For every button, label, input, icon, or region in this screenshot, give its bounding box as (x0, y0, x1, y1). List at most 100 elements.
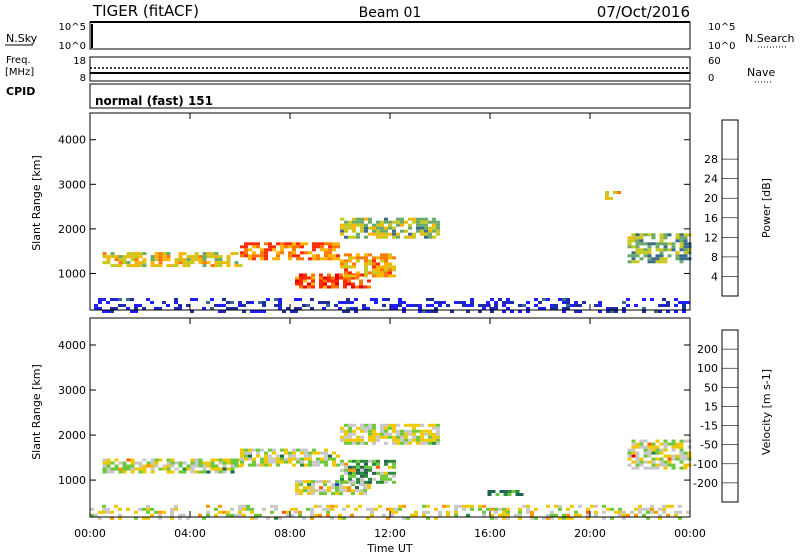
echo-cell (422, 510, 426, 514)
echo-cell (663, 439, 668, 443)
echo-cell (348, 426, 352, 430)
echo-cell (244, 457, 248, 461)
echo-cell (158, 255, 163, 259)
echo-cell (344, 468, 348, 472)
freq-tick-bottom: 8 (80, 73, 86, 84)
echo-cell (234, 264, 239, 268)
echo-cell (482, 304, 486, 307)
echo-cell (350, 307, 354, 310)
echo-cell (667, 460, 672, 464)
echo-cell (106, 464, 111, 468)
echo-cell (150, 255, 155, 259)
echo-cell (335, 273, 339, 277)
echo-cell (158, 261, 163, 265)
echo-cell (166, 461, 171, 465)
echo-cell (299, 282, 303, 286)
echo-cell (635, 454, 640, 458)
echo-region (487, 490, 524, 496)
echo-cell (368, 438, 372, 442)
echo-cell (312, 448, 316, 452)
echo-cell (398, 507, 402, 511)
echo-region (627, 439, 692, 470)
echo-cell (303, 486, 307, 490)
echo-cell (550, 513, 554, 517)
echo-cell (274, 516, 278, 520)
echo-cell (360, 477, 364, 481)
echo-cell (126, 507, 130, 511)
x-tick-label: 12:00 (374, 527, 406, 540)
echo-cell (386, 298, 390, 301)
echo-cell (138, 304, 142, 307)
echo-cell (260, 457, 264, 461)
echo-cell (494, 507, 498, 511)
echo-cell (242, 507, 246, 511)
echo-cell (368, 217, 372, 221)
echo-cell (388, 220, 392, 224)
echo-cell (515, 490, 520, 493)
colorbar-tick-label: 50 (704, 381, 718, 394)
echo-cell (470, 304, 474, 307)
echo-cell (110, 264, 115, 268)
echo-cell (679, 242, 684, 246)
echo-cell (655, 257, 660, 261)
echo-cell (384, 259, 388, 263)
echo-cell (390, 507, 394, 511)
echo-cell (380, 474, 384, 478)
echo-cell (102, 470, 107, 474)
echo-cell (622, 310, 626, 313)
echo-cell (288, 242, 292, 246)
echo-cell (300, 245, 304, 249)
echo-cell (586, 513, 590, 517)
echo-cell (218, 467, 223, 471)
echo-cell (408, 217, 412, 221)
echo-cell (364, 229, 368, 233)
echo-cell (506, 513, 510, 517)
echo-cell (186, 258, 191, 262)
echo-cell (679, 260, 684, 264)
echo-cell (292, 254, 296, 258)
echo-cell (388, 459, 392, 463)
echo-cell (646, 510, 650, 514)
echo-cell (398, 301, 402, 304)
echo-cell (659, 257, 664, 261)
echo-cell (90, 513, 94, 517)
echo-cell (182, 264, 187, 268)
echo-cell (202, 467, 207, 471)
echo-cell (154, 252, 159, 256)
echo-cell (323, 279, 327, 283)
echo-cell (248, 448, 252, 452)
echo-cell (134, 510, 138, 514)
echo-cell (675, 239, 680, 243)
echo-cell (356, 274, 360, 278)
echo-cell (396, 435, 400, 439)
echo-cell (360, 229, 364, 233)
echo-cell (360, 429, 364, 433)
echo-cell (303, 276, 307, 280)
echo-cell (366, 307, 370, 310)
echo-cell (110, 310, 114, 313)
echo-cell (394, 510, 398, 514)
echo-cell (316, 460, 320, 464)
echo-cell (252, 457, 256, 461)
echo-cell (356, 217, 360, 221)
colorbar-tick-label: 24 (704, 173, 718, 186)
echo-cell (422, 504, 426, 508)
echo-cell (327, 489, 331, 493)
echo-cell (366, 507, 370, 511)
echo-cell (206, 510, 210, 514)
echo-cell (666, 504, 670, 508)
echo-cell (354, 307, 358, 310)
echo-cell (138, 261, 143, 265)
echo-cell (186, 464, 191, 468)
echo-cell (380, 229, 384, 233)
echo-cell (158, 513, 162, 517)
echo-cell (114, 258, 119, 262)
echo-cell (146, 461, 151, 465)
echo-cell (274, 304, 278, 307)
echo-cell (360, 220, 364, 224)
echo-cell (420, 229, 424, 233)
echo-cell (396, 432, 400, 436)
echo-cell (210, 307, 214, 310)
echo-cell (562, 513, 566, 517)
echo-cell (222, 298, 226, 301)
